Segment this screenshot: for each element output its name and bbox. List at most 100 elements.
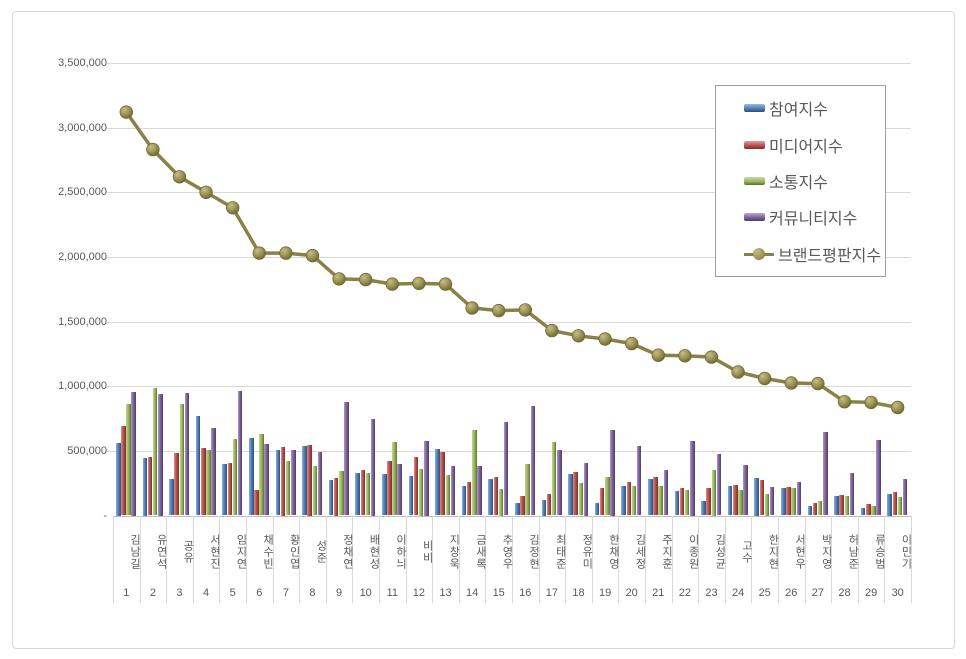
category-rank-label: 14 <box>465 587 479 599</box>
brand-index-marker <box>545 323 559 338</box>
category-name-label: 박지영 <box>820 534 833 570</box>
category-name-label: 추영우 <box>500 534 513 570</box>
gridline <box>107 192 911 194</box>
bar-community <box>690 440 695 516</box>
legend-item-media: 미디어지수 <box>744 133 885 157</box>
category-tick <box>432 515 434 603</box>
category-tick <box>113 515 114 603</box>
category-tick <box>272 515 274 603</box>
gridline <box>107 386 911 388</box>
category-tick <box>724 515 726 603</box>
bar-media <box>307 445 312 516</box>
category-tick <box>352 515 354 603</box>
category-rank-label: 17 <box>545 587 559 599</box>
bar-communication <box>791 487 796 516</box>
brand-index-marker <box>704 350 719 364</box>
bar-community <box>397 463 402 516</box>
legend-bar-key-icon <box>744 140 765 149</box>
brand-index-marker <box>412 276 426 291</box>
category-tick <box>538 515 540 603</box>
bar-communication <box>418 469 424 516</box>
category-tick <box>405 515 407 603</box>
bar-communication <box>711 470 717 516</box>
bar-participation <box>541 500 547 516</box>
category-name-label: 비비 <box>421 540 434 564</box>
category-name-label: 최태준 <box>554 534 567 570</box>
bar-media <box>839 494 844 516</box>
brand-index-marker <box>492 303 506 318</box>
category-name-label: 고수 <box>740 540 753 564</box>
bar-communication <box>392 441 397 516</box>
bar-communication <box>817 500 823 516</box>
bar-media <box>679 488 685 516</box>
category-tick <box>325 515 327 603</box>
legend-bar-key-icon <box>744 104 765 113</box>
category-name-label: 류승범 <box>873 534 886 570</box>
category-name-label: 서현진 <box>208 534 221 570</box>
category-name-label: 주지훈 <box>660 534 673 570</box>
bar-communication <box>206 449 211 516</box>
brand-index-marker <box>146 142 160 157</box>
bar-media <box>786 487 791 516</box>
category-tick <box>219 515 221 603</box>
category-name-label: 김성균 <box>713 534 726 570</box>
bar-community <box>849 472 855 516</box>
y-tick-label: 1,000,000 <box>58 380 107 393</box>
bar-participation <box>435 448 440 516</box>
category-rank-label: 27 <box>811 587 825 599</box>
brand-index-marker <box>598 332 612 346</box>
category-tick <box>778 515 779 603</box>
category-rank-label: 10 <box>359 587 372 599</box>
category-name-label: 배현성 <box>367 534 380 570</box>
bar-media <box>254 489 259 516</box>
bar-media <box>626 481 632 516</box>
bar-community <box>743 465 748 516</box>
bar-media <box>121 426 126 516</box>
bar-community <box>291 449 296 516</box>
bar-communication <box>631 486 637 516</box>
category-rank-label: 22 <box>678 587 692 599</box>
legend-line-key-icon <box>744 247 774 260</box>
bar-media <box>227 463 233 516</box>
legend-item-label: 브랜드평판지수 <box>778 247 882 265</box>
bar-communication <box>605 476 610 516</box>
bar-participation <box>222 464 227 516</box>
bar-community <box>610 429 615 516</box>
category-name-label: 이하늬 <box>394 534 407 570</box>
bar-media <box>573 472 578 516</box>
bar-participation <box>382 474 387 516</box>
bar-communication <box>551 441 557 516</box>
bar-communication <box>525 464 530 516</box>
bar-participation <box>648 479 653 516</box>
gridline <box>107 321 911 323</box>
category-rank-label: 8 <box>309 587 316 599</box>
bar-media <box>706 488 711 516</box>
category-rank-label: 18 <box>572 587 585 599</box>
bar-media <box>413 457 419 516</box>
bar-community <box>557 450 562 516</box>
category-tick <box>804 515 806 603</box>
legend-bar-key-icon <box>744 176 765 185</box>
gridline <box>107 450 911 452</box>
category-name-label: 김남길 <box>128 534 141 570</box>
category-name-label: 유연석 <box>155 534 168 570</box>
category-name-label: 지창욱 <box>447 534 460 570</box>
brand-index-marker <box>465 301 479 315</box>
bar-media <box>546 494 552 516</box>
brand-index-marker <box>385 277 400 291</box>
category-rank-label: 12 <box>412 587 426 599</box>
bar-communication <box>498 489 504 516</box>
category-rank-label: 24 <box>731 587 745 599</box>
bar-media <box>280 447 286 516</box>
category-tick <box>911 515 912 603</box>
legend-item-participation: 참여지수 <box>744 96 885 120</box>
bar-participation <box>781 488 786 516</box>
category-name-label: 허남준 <box>846 534 859 570</box>
bar-communication <box>232 439 238 516</box>
bar-communication <box>844 496 850 516</box>
legend: 참여지수 미디어지수 소통지수 커뮤니티지수 브랜드평판지수 <box>715 85 886 277</box>
bar-communication <box>445 475 451 516</box>
category-rank-label: 3 <box>176 587 183 599</box>
